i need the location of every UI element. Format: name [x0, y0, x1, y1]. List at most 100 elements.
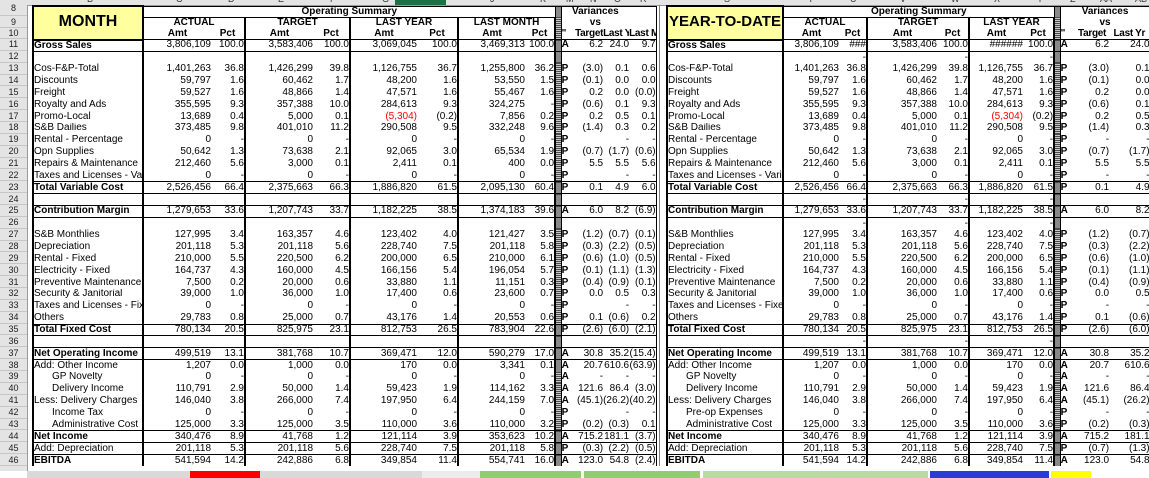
- variance-marker-cell[interactable]: [561, 194, 575, 206]
- variance-marker-cell[interactable]: P: [1060, 241, 1068, 253]
- value-cell[interactable]: 50,642: [808, 146, 839, 158]
- row-label-cell[interactable]: Add: Depreciation: [33, 442, 144, 455]
- value-cell[interactable]: 825,975: [867, 323, 937, 337]
- value-cell[interactable]: 53,550: [494, 75, 525, 86]
- variance-cell[interactable]: -: [625, 134, 630, 146]
- value-cell[interactable]: 0: [833, 407, 839, 419]
- value-cell[interactable]: 8.9: [211, 430, 246, 444]
- variance-cell[interactable]: 121.6: [1084, 383, 1110, 395]
- row-number[interactable]: 43: [0, 419, 27, 431]
- value-cell[interactable]: -: [839, 300, 868, 313]
- value-cell[interactable]: 332,248: [488, 122, 525, 134]
- value-cell[interactable]: 125,000: [276, 419, 313, 430]
- variance-cell[interactable]: [603, 336, 629, 348]
- value-cell[interactable]: 9.3: [1023, 98, 1056, 111]
- variance-marker-cell[interactable]: P: [561, 323, 576, 337]
- value-cell[interactable]: -: [937, 407, 970, 419]
- variance-cell[interactable]: [603, 194, 629, 206]
- value-cell[interactable]: 6.4: [417, 395, 459, 408]
- variance-marker-cell[interactable]: P: [561, 169, 569, 181]
- row-number[interactable]: 19: [0, 134, 27, 146]
- value-cell[interactable]: 0: [307, 371, 313, 383]
- value-cell[interactable]: 1.6: [839, 86, 868, 99]
- variance-cell[interactable]: (1.3): [635, 264, 656, 276]
- value-cell[interactable]: 780,134: [143, 323, 211, 337]
- value-cell[interactable]: 0.3: [525, 276, 557, 289]
- variance-cell[interactable]: [603, 217, 629, 229]
- value-cell[interactable]: [969, 194, 1023, 206]
- value-cell[interactable]: 17,400: [386, 288, 417, 300]
- row-label-cell[interactable]: Less: Delivery Charges: [667, 395, 784, 408]
- column-letter[interactable]: AA: [1100, 0, 1112, 5]
- variance-cell[interactable]: (0.4): [1088, 276, 1110, 288]
- value-cell[interactable]: -: [313, 371, 351, 384]
- value-cell[interactable]: 7.5: [417, 241, 459, 253]
- variance-cell[interactable]: -: [1105, 371, 1110, 383]
- row-label-cell[interactable]: Promo-Local: [33, 110, 144, 123]
- amt-header[interactable]: Amt: [167, 29, 188, 39]
- value-cell[interactable]: [143, 217, 211, 229]
- value-cell[interactable]: 220,500: [276, 252, 313, 264]
- variance-marker-cell[interactable]: P: [1060, 134, 1068, 146]
- row-label-cell[interactable]: Preventive Maintenance: [33, 276, 144, 289]
- value-cell[interactable]: 0: [307, 134, 313, 146]
- variance-cell[interactable]: 54.8: [1109, 454, 1149, 467]
- value-cell[interactable]: 3,806,109: [783, 39, 839, 52]
- row-number[interactable]: 17: [0, 110, 27, 123]
- variance-cell[interactable]: -: [1105, 300, 1110, 312]
- row-label-cell[interactable]: Royalty and Ads: [33, 98, 144, 111]
- value-cell[interactable]: 0: [519, 371, 525, 383]
- value-cell[interactable]: 0: [1017, 169, 1023, 181]
- variance-cell[interactable]: -: [652, 300, 656, 312]
- value-cell[interactable]: [525, 217, 557, 230]
- value-cell[interactable]: 7,500: [185, 276, 211, 288]
- variances-vs-header[interactable]: vs: [1099, 17, 1111, 28]
- value-cell[interactable]: 0: [1017, 300, 1023, 312]
- variance-cell[interactable]: 5.5: [1095, 158, 1110, 170]
- variance-cell[interactable]: [575, 170, 603, 182]
- value-cell[interactable]: 210,000: [802, 252, 839, 264]
- value-cell[interactable]: 541,594: [783, 454, 839, 467]
- row-label-cell[interactable]: EBITDA: [33, 454, 144, 467]
- value-cell[interactable]: 7,500: [813, 276, 839, 288]
- value-cell[interactable]: 9.5: [417, 122, 459, 135]
- variance-cell[interactable]: (0.6): [1088, 252, 1110, 264]
- value-cell[interactable]: -: [1023, 335, 1056, 348]
- value-cell[interactable]: 110,000: [987, 419, 1023, 430]
- row-label-cell[interactable]: Taxes and Licenses - Fixed: [667, 300, 784, 313]
- variance-cell[interactable]: 0.3: [1135, 122, 1149, 134]
- variance-marker-cell[interactable]: A: [561, 454, 576, 467]
- variance-marker-cell[interactable]: P: [561, 288, 569, 300]
- value-cell[interactable]: 0.6: [937, 276, 970, 289]
- value-cell[interactable]: 36,000: [906, 288, 937, 300]
- value-cell[interactable]: (5,304): [991, 110, 1023, 122]
- variance-cell[interactable]: (0.3): [1129, 419, 1149, 430]
- value-cell[interactable]: 201,118: [175, 241, 211, 253]
- value-cell[interactable]: 48,866: [282, 86, 313, 98]
- value-cell[interactable]: [417, 51, 459, 64]
- value-cell[interactable]: 7.0: [525, 395, 557, 408]
- row-label-cell[interactable]: Discounts: [667, 75, 784, 87]
- row-number[interactable]: 38: [0, 359, 27, 372]
- row-number[interactable]: 11: [0, 39, 27, 51]
- variance-cell[interactable]: 24.0: [603, 39, 630, 52]
- variance-cell[interactable]: [575, 194, 603, 206]
- row-number[interactable]: 25: [0, 205, 27, 217]
- value-cell[interactable]: 61.5: [417, 181, 459, 195]
- value-cell[interactable]: -: [211, 134, 246, 147]
- value-cell[interactable]: 110,000: [489, 419, 525, 430]
- value-cell[interactable]: 381,768: [245, 347, 313, 361]
- value-cell[interactable]: 1.9: [525, 146, 557, 159]
- row-label-cell[interactable]: Administrative Cost: [33, 419, 144, 431]
- variance-cell[interactable]: (0.1): [635, 229, 656, 241]
- value-cell[interactable]: 33.7: [313, 205, 351, 218]
- variance-cell[interactable]: 9.3: [641, 98, 656, 110]
- value-cell[interactable]: 0.6: [313, 276, 351, 289]
- value-cell[interactable]: [525, 193, 557, 206]
- value-cell[interactable]: 0: [205, 371, 211, 383]
- variance-marker-cell[interactable]: P: [1060, 63, 1068, 75]
- value-cell[interactable]: -: [937, 169, 970, 182]
- value-cell[interactable]: 10.7: [313, 347, 351, 361]
- value-cell[interactable]: [867, 336, 937, 348]
- value-cell[interactable]: 780,134: [783, 323, 839, 337]
